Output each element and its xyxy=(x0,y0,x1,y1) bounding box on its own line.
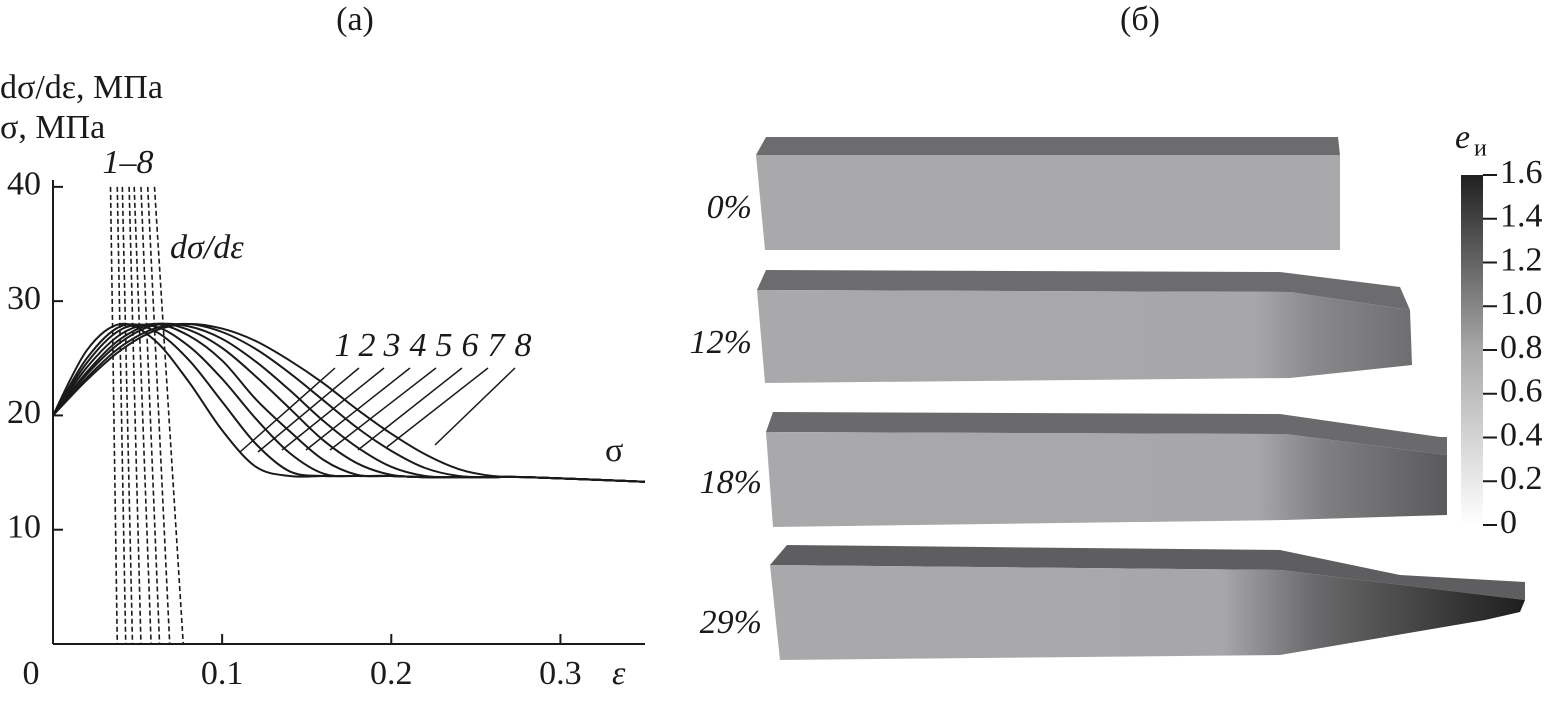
strain-label: 29% xyxy=(700,604,762,641)
derivative-curve xyxy=(116,186,127,645)
colorbar-subscript: и xyxy=(1474,136,1487,162)
x-tick-label: 0.1 xyxy=(201,655,244,692)
specimen-top xyxy=(756,137,1340,155)
x-tick-label: 0 xyxy=(23,655,40,692)
derivative-curve xyxy=(109,186,119,645)
group-label: 1–8 xyxy=(103,144,154,181)
colorbar-tick-label: 1.6 xyxy=(1500,154,1543,191)
leader-line xyxy=(257,367,360,453)
curve-number: 2 xyxy=(359,327,376,364)
colorbar-tick-label: 0.4 xyxy=(1500,416,1543,453)
colorbar-tick-label: 1.2 xyxy=(1500,241,1543,278)
curve-number: 7 xyxy=(488,327,507,364)
leader-line xyxy=(434,367,516,446)
derivative-curve xyxy=(121,186,134,645)
specimen-top xyxy=(757,270,1410,310)
curve-number: 3 xyxy=(383,327,401,364)
leader-line xyxy=(239,367,336,453)
colorbar-symbol: e xyxy=(1455,119,1470,156)
strain-label: 18% xyxy=(700,464,762,501)
leader-line xyxy=(386,367,489,448)
x-tick-label: 0.3 xyxy=(539,655,582,692)
panel-b-title: (б) xyxy=(1120,1,1160,38)
specimen-top xyxy=(770,545,1525,600)
leader-line xyxy=(305,367,411,451)
y-axis-label: dσ/dε, МПа xyxy=(0,69,163,106)
derivative-curve xyxy=(146,186,171,645)
derivative-curve xyxy=(128,186,142,645)
stress-curve xyxy=(52,322,646,483)
x-tick-label: 0.2 xyxy=(370,655,413,692)
colorbar-tick-label: 0.6 xyxy=(1500,373,1543,410)
curve-number: 1 xyxy=(335,327,352,364)
y-tick-label: 10 xyxy=(7,509,41,546)
curve-number: 6 xyxy=(462,327,479,364)
derivative-curve xyxy=(140,186,161,645)
y-tick-label: 40 xyxy=(7,166,41,203)
colorbar-tick-label: 1.4 xyxy=(1500,198,1543,235)
y-tick-label: 30 xyxy=(7,280,41,317)
panel-a-title: (a) xyxy=(336,1,374,38)
leader-line xyxy=(281,367,385,451)
specimen-front xyxy=(757,290,1412,383)
derivative-label: dσ/dε xyxy=(170,229,244,266)
x-axis-label: ε xyxy=(612,655,626,692)
specimens xyxy=(756,137,1525,660)
colorbar-tick-label: 0.2 xyxy=(1500,460,1543,497)
specimen-front xyxy=(756,155,1340,250)
leader-line xyxy=(329,367,437,451)
curve-number: 8 xyxy=(515,327,532,364)
y-tick-label: 20 xyxy=(7,394,41,431)
colorbar xyxy=(1461,175,1483,525)
strain-label: 0% xyxy=(707,189,752,226)
leader-line xyxy=(357,367,463,451)
colorbar-tick-label: 0 xyxy=(1500,504,1517,541)
y-axis-label: σ, МПа xyxy=(0,109,105,146)
derivative-curve xyxy=(133,186,152,645)
specimen-front xyxy=(766,432,1447,527)
derivative-curve xyxy=(153,186,185,645)
curve-number: 4 xyxy=(410,327,427,364)
series-label: σ xyxy=(605,432,623,469)
curve-number: 5 xyxy=(436,327,453,364)
specimen-top xyxy=(766,412,1447,455)
colorbar-tick-label: 0.8 xyxy=(1500,329,1543,366)
colorbar-tick-label: 1.0 xyxy=(1500,285,1543,322)
specimen-front xyxy=(770,565,1525,660)
strain-label: 12% xyxy=(690,324,752,361)
